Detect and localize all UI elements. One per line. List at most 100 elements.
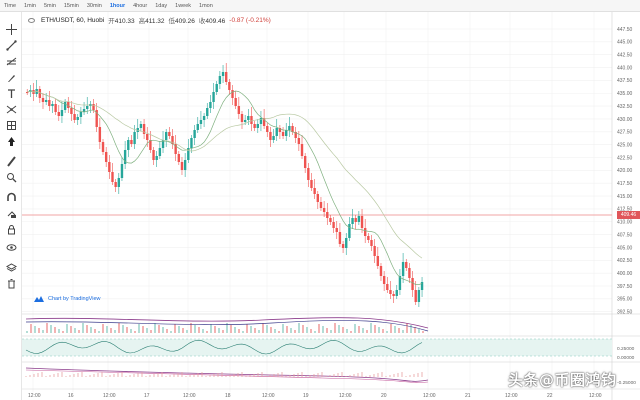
timeframe-1day[interactable]: 1day	[155, 2, 168, 9]
ruler-icon[interactable]	[4, 154, 18, 168]
price-axis-label: 440.00	[617, 65, 633, 71]
text-icon[interactable]	[4, 86, 18, 100]
trash-icon[interactable]	[4, 276, 18, 290]
candle-body	[237, 106, 241, 114]
fib-icon[interactable]	[4, 54, 18, 68]
candle-body	[329, 218, 332, 222]
volume-bar	[318, 324, 320, 333]
timeframe-15min[interactable]: 15min	[63, 2, 79, 9]
magnet-icon[interactable]	[4, 190, 18, 204]
candle-body	[120, 164, 124, 178]
macd-line	[25, 367, 429, 382]
time-axis-label: 20	[381, 393, 387, 399]
candle-body	[92, 104, 95, 110]
candle-body	[146, 134, 149, 140]
price-axis-label: 395.00	[617, 297, 633, 303]
volume-bar	[354, 324, 356, 333]
candle-body	[142, 124, 146, 134]
volume-bar	[94, 329, 96, 333]
chart-canvas[interactable]: 447.50 445.00 442.50 440.00 437.50 435.00 432.…	[22, 12, 640, 400]
candle-body	[152, 150, 155, 160]
candle-body	[266, 126, 269, 132]
timeframe-5min[interactable]: 5min	[43, 2, 56, 9]
price-axis-label: 432.50	[617, 104, 633, 110]
candle-body	[262, 118, 266, 126]
volume-bar	[106, 326, 108, 333]
lock-icon[interactable]	[4, 222, 18, 236]
zoom-icon[interactable]	[4, 170, 18, 184]
volume-bar	[254, 328, 256, 333]
time-axis-label: 12:00	[339, 393, 352, 399]
candle-body	[149, 140, 152, 150]
volume-bar	[170, 331, 172, 333]
volume-bar	[34, 326, 36, 333]
volume-bar	[162, 327, 164, 333]
volume-bar	[150, 330, 152, 333]
candle-body	[272, 136, 275, 140]
candle-body	[177, 154, 181, 162]
indicator-axis-label: 0.00000	[617, 355, 635, 361]
tradingview-logo-icon	[34, 296, 44, 302]
volume-bar	[290, 328, 292, 333]
candle-body	[348, 224, 351, 238]
price-axis-label: 437.50	[617, 78, 633, 84]
candle-body	[130, 140, 133, 144]
pattern-icon[interactable]	[4, 102, 18, 116]
moving-average-slow-line	[27, 90, 423, 259]
volume-bar	[326, 328, 328, 333]
volume-bar	[154, 323, 156, 333]
timeframe-30min[interactable]: 30min	[86, 2, 102, 9]
symbol-label[interactable]: ETH/USDT, 60, Huobi	[41, 16, 105, 24]
candle-body	[363, 228, 367, 236]
volume-bar	[242, 331, 244, 333]
candle-body	[275, 128, 278, 136]
volume-bar	[358, 326, 360, 333]
volume-bar	[122, 325, 124, 333]
crosshair-icon[interactable]	[4, 22, 18, 36]
measure-icon[interactable]	[4, 118, 18, 132]
candle-body	[382, 276, 386, 284]
candle-body	[278, 128, 282, 132]
timeframe-4hour[interactable]: 4hour	[133, 2, 148, 9]
main-plot-bg	[22, 12, 640, 314]
candle-body	[341, 244, 345, 248]
volume-bar	[218, 328, 220, 333]
volume-bar	[350, 331, 352, 333]
trend-line-icon[interactable]	[4, 38, 18, 52]
brush-icon[interactable]	[4, 70, 18, 84]
timeframe-1min[interactable]: 1min	[24, 2, 36, 9]
volume-bar	[282, 324, 284, 333]
candle-body	[199, 120, 203, 124]
candle-body	[234, 98, 237, 106]
eye-icon[interactable]	[4, 240, 18, 254]
volume-bar	[202, 329, 204, 333]
volume-bar	[406, 323, 408, 333]
volume-bar	[58, 329, 60, 333]
price-axis-label: 427.50	[617, 130, 633, 136]
candle-body	[414, 290, 417, 302]
price-axis-label: 447.50	[617, 27, 633, 33]
candle-body	[338, 232, 342, 244]
candle-body	[335, 228, 338, 232]
candle-body	[253, 124, 256, 128]
visibility-eye-icon[interactable]	[28, 17, 35, 23]
price-axis-label: 392.50	[617, 310, 633, 316]
timeframe-1week[interactable]: 1week	[175, 2, 192, 9]
tradingview-credit[interactable]: Chart by TradingView	[34, 296, 100, 302]
indicator-line-2	[25, 320, 429, 332]
candle-body	[196, 124, 199, 130]
lock-drawings-icon[interactable]	[4, 206, 18, 220]
candle-body	[193, 130, 196, 138]
layers-icon[interactable]	[4, 260, 18, 274]
candle-body	[417, 290, 421, 302]
time-axis-label: 19	[303, 393, 309, 399]
timeframe-1hour[interactable]: 1hour	[109, 2, 126, 9]
candle-body	[212, 92, 215, 102]
timeframe-1mon[interactable]: 1mon	[199, 2, 213, 9]
volume-bar	[298, 323, 300, 333]
time-axis-label: 18	[225, 393, 231, 399]
candle-body	[231, 90, 234, 98]
candle-body	[373, 246, 376, 256]
volume-bar	[54, 327, 56, 333]
arrow-icon[interactable]	[4, 134, 18, 148]
